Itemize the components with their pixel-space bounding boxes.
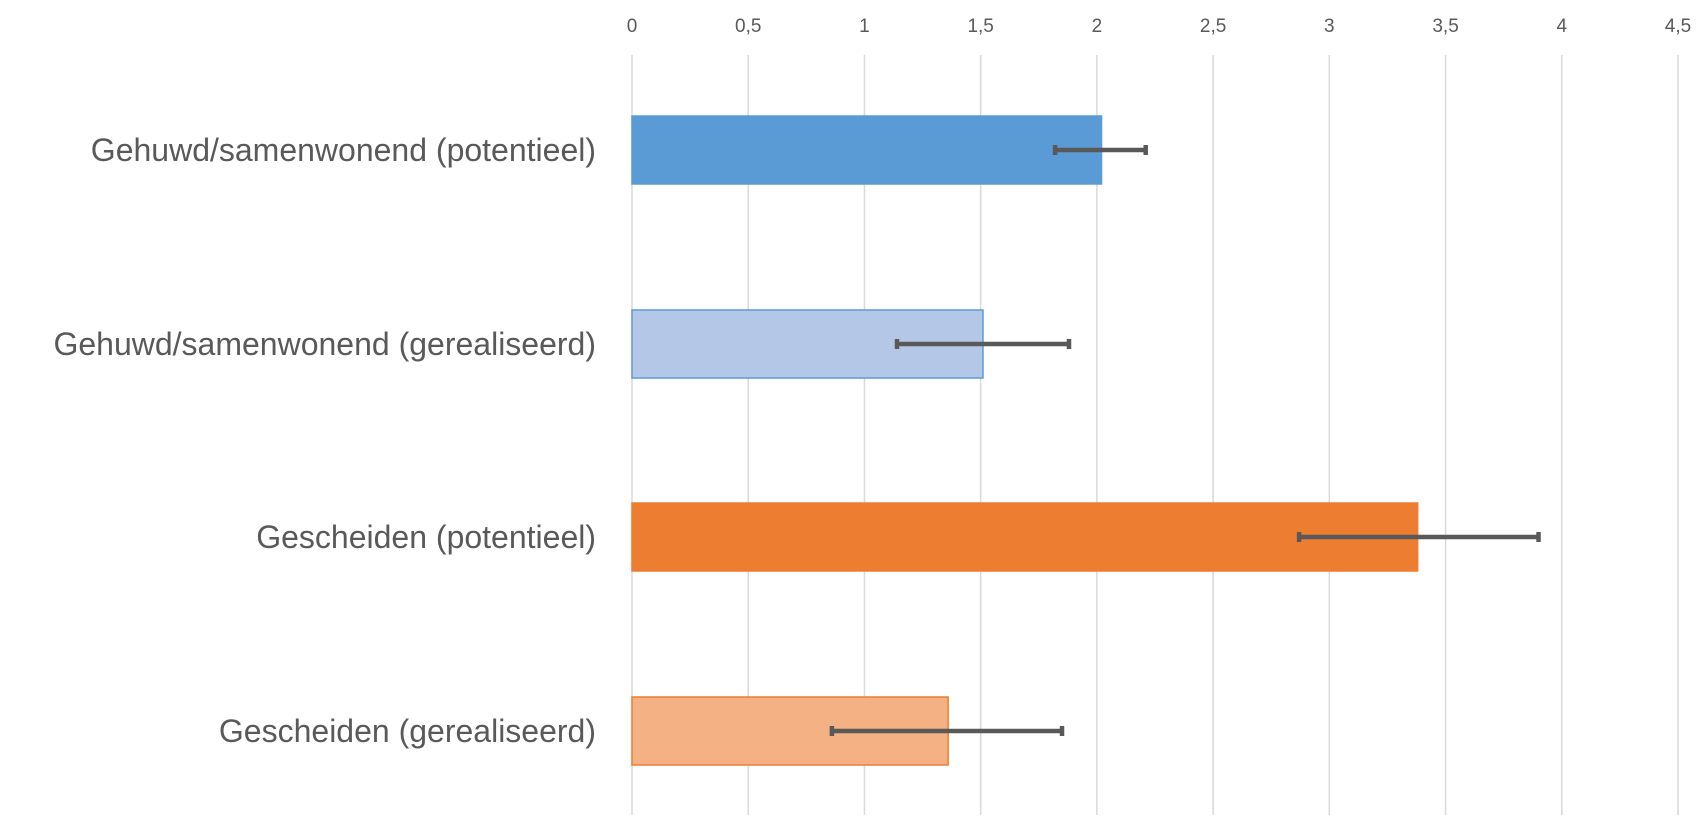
error-bars (829, 145, 1541, 736)
bars (631, 115, 1419, 766)
x-tick-label: 3,5 (1432, 16, 1458, 37)
category-label: Gescheiden (gerealiseerd) (219, 713, 596, 749)
category-label: Gehuwd/samenwonend (potentieel) (91, 132, 596, 168)
x-tick-label: 0 (627, 16, 638, 37)
x-tick-label: 0,5 (735, 16, 761, 37)
x-tick-label: 3 (1324, 16, 1335, 37)
bar-2 (631, 502, 1419, 572)
x-tick-label: 4,5 (1665, 16, 1691, 37)
x-tick-label: 1,5 (967, 16, 993, 37)
x-tick-label: 2,5 (1200, 16, 1226, 37)
bar-0 (631, 115, 1103, 185)
category-labels: Gehuwd/samenwonend (potentieel) Gehuwd/sa… (53, 132, 596, 749)
x-tick-label: 4 (1556, 16, 1567, 37)
category-label: Gehuwd/samenwonend (gerealiseerd) (53, 326, 596, 362)
x-tick-label: 2 (1092, 16, 1103, 37)
x-axis-ticks: 0 0,5 1 1,5 2 2,5 3 3,5 4 4,5 (627, 16, 1692, 37)
x-tick-label: 1 (859, 16, 870, 37)
category-label: Gescheiden (potentieel) (256, 519, 596, 555)
